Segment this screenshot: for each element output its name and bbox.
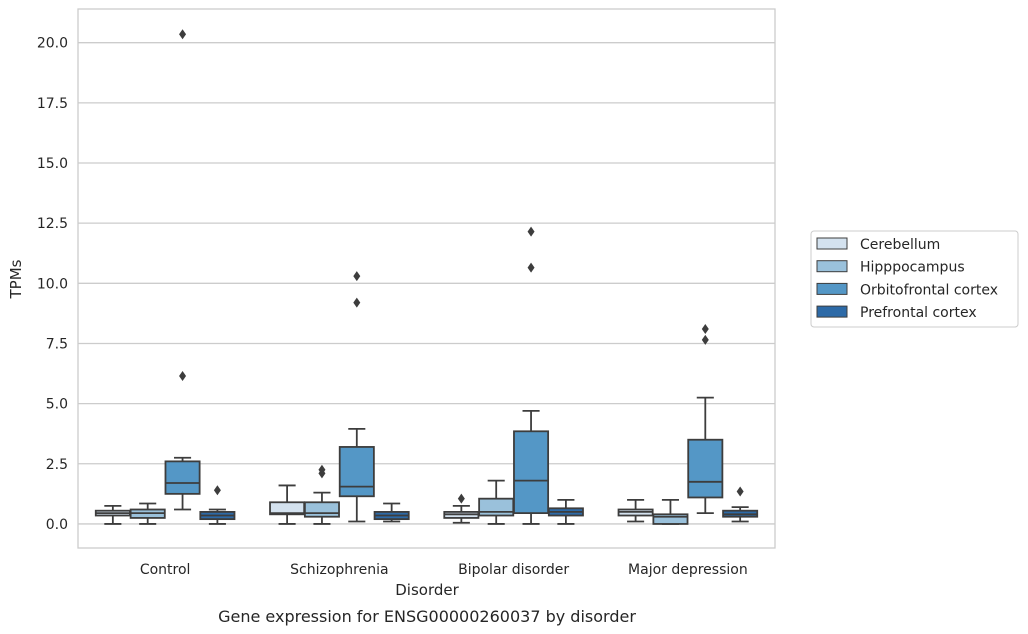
x-axis-label: Disorder [395, 581, 459, 599]
box-orbitofrontal-cortex [338, 271, 375, 523]
box-prefrontal-cortex [199, 485, 236, 525]
box-iqr [513, 430, 550, 515]
outlier-point [318, 464, 326, 475]
y-tick-label: 12.5 [37, 216, 68, 232]
box-orbitofrontal-cortex [513, 226, 550, 525]
legend-swatch [816, 305, 848, 318]
box-iqr [652, 513, 689, 525]
box-orbitofrontal-cortex [687, 324, 724, 515]
box-prefrontal-cortex [547, 498, 584, 525]
box-cerebellum [269, 484, 306, 525]
x-tick-label: Major depression [628, 562, 748, 578]
box-iqr [303, 501, 340, 518]
box-cerebellum [617, 498, 654, 523]
outlier-point [527, 226, 535, 237]
outlier-point [179, 370, 187, 381]
box-iqr [687, 438, 724, 499]
box-orbitofrontal-cortex [164, 29, 201, 511]
box-iqr [478, 497, 515, 517]
box-cerebellum [94, 504, 131, 525]
outlier-point [213, 485, 221, 496]
outlier-point [353, 297, 361, 308]
y-tick-label: 17.5 [37, 96, 68, 112]
legend-swatch [816, 260, 848, 273]
box-marks [94, 29, 759, 525]
x-tick-label: Control [140, 562, 191, 578]
gridlines [78, 42, 775, 525]
x-tick-label: Bipolar disorder [458, 562, 569, 578]
outlier-point [457, 493, 465, 504]
outlier-point [701, 334, 709, 345]
y-tick-label: 20.0 [37, 36, 68, 52]
box-prefrontal-cortex [373, 502, 410, 523]
y-tick-label: 15.0 [37, 156, 68, 172]
outlier-point [527, 262, 535, 273]
y-tick-label: 2.5 [46, 457, 68, 473]
box-iqr [164, 460, 201, 495]
legend-label: Cerebellum [860, 237, 940, 253]
legend-label: Prefrontal cortex [860, 305, 977, 321]
x-tick-label: Schizophrenia [290, 562, 388, 578]
y-tick-labels: 0.0 2.5 5.0 7.5 10.0 12.5 15.0 17.5 20.0 [37, 36, 68, 533]
plot-area-frame [77, 8, 776, 549]
outlier-point [179, 29, 187, 40]
y-tick-label: 0.0 [46, 517, 68, 533]
box-hipppocampus [652, 498, 689, 525]
y-axis-label: TPMs [7, 259, 25, 299]
legend-items: Cerebellum Hipppocampus Orbitofrontal cort… [816, 237, 998, 321]
y-tick-label: 7.5 [46, 336, 68, 352]
box-hipppocampus [478, 479, 515, 525]
box-hipppocampus [129, 502, 166, 525]
legend-frame [810, 230, 1019, 328]
legend-swatch [816, 237, 848, 250]
box-iqr [338, 446, 375, 498]
box-cerebellum [443, 493, 480, 524]
chart-caption: Gene expression for ENSG00000260037 by d… [218, 607, 636, 626]
outlier-point [736, 486, 744, 497]
legend: Cerebellum Hipppocampus Orbitofrontal cort… [810, 230, 1019, 328]
y-tick-label: 5.0 [46, 397, 68, 413]
box-hipppocampus [303, 464, 340, 525]
x-tick-labels: Control Schizophrenia Bipolar disorder Majo… [140, 562, 748, 578]
legend-label: Orbitofrontal cortex [860, 282, 998, 298]
outlier-point [353, 271, 361, 282]
box-prefrontal-cortex [722, 486, 759, 523]
y-tick-label: 10.0 [37, 276, 68, 292]
legend-swatch [816, 282, 848, 295]
legend-label: Hipppocampus [860, 260, 965, 276]
outlier-point [701, 324, 709, 335]
